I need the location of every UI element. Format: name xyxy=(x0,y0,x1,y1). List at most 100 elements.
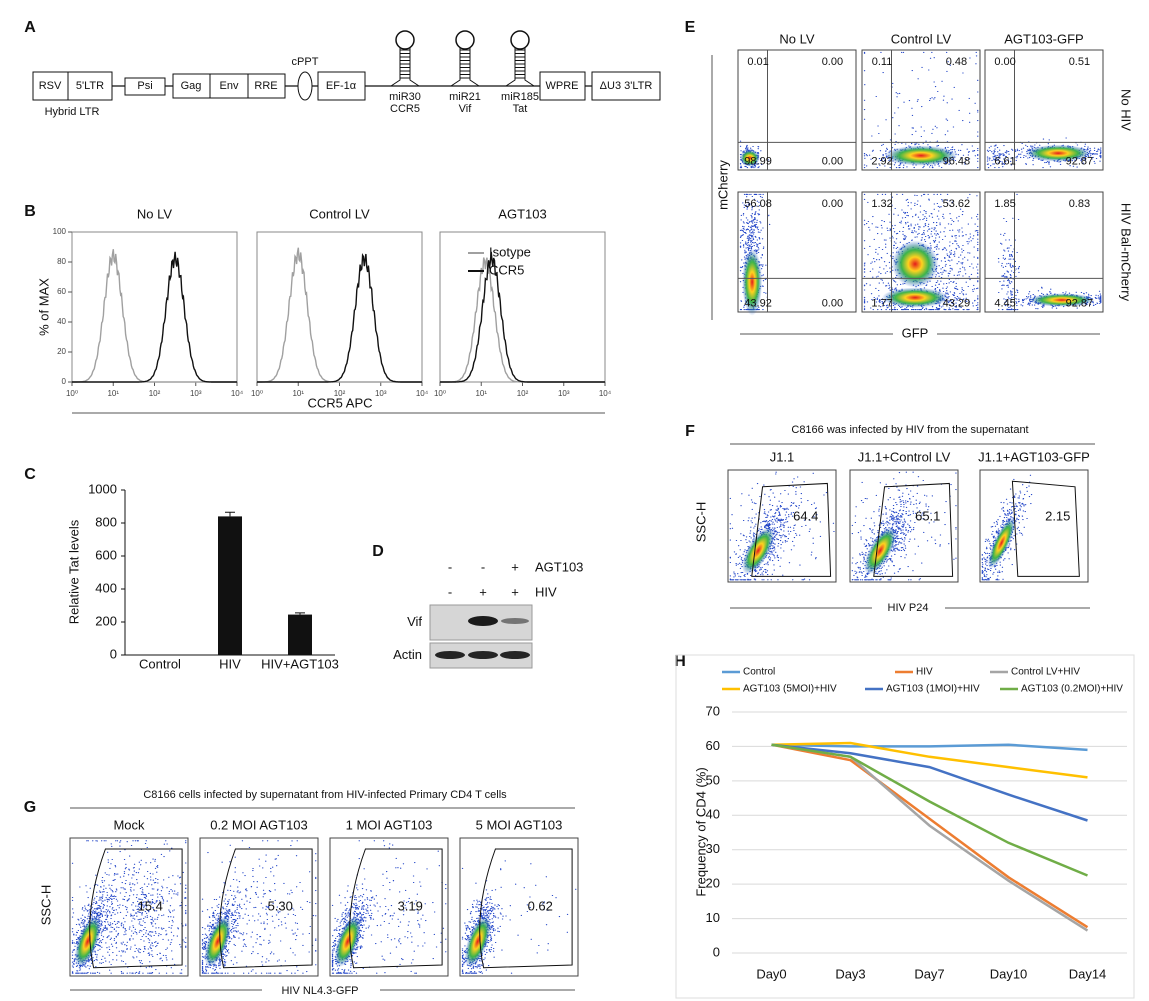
x-tick-label: Day10 xyxy=(990,966,1028,981)
gate xyxy=(873,482,954,577)
series-line xyxy=(771,743,1089,932)
error-bar xyxy=(225,511,235,517)
vector-element xyxy=(209,73,249,99)
vector-element xyxy=(539,71,586,101)
x-tick-label: 10¹ xyxy=(475,389,487,398)
gate xyxy=(349,848,443,969)
histogram-curve xyxy=(72,251,237,383)
legend-label: HIV xyxy=(916,667,933,678)
panel-title: C8166 cells infected by supernatant from… xyxy=(143,789,507,801)
hairpin-stem xyxy=(450,48,480,87)
gate-percent: 2.15 xyxy=(1045,508,1070,523)
x-tick-label: 10³ xyxy=(375,389,387,398)
error-bar xyxy=(295,612,305,615)
treatment-sign: + xyxy=(511,584,519,599)
band-label: Actin xyxy=(393,647,422,662)
y-axis-label: Relative Tat levels xyxy=(66,519,81,624)
series-line xyxy=(771,741,1088,779)
quadrant-percent: 6.61 xyxy=(994,156,1015,168)
flow-frame xyxy=(737,49,857,171)
vector-element xyxy=(247,73,286,99)
vector-label: Tat xyxy=(513,103,528,115)
gate-percent: 3.19 xyxy=(398,898,423,913)
quadrant-percent: 43.29 xyxy=(943,298,971,310)
density-core xyxy=(864,526,897,575)
histogram-curve xyxy=(257,247,422,383)
vector-label: miR185 xyxy=(501,91,539,103)
y-tick-label: 20 xyxy=(706,876,720,891)
quadrant-percent: 92.87 xyxy=(1066,156,1094,168)
quadrant-percent: 0.83 xyxy=(1069,198,1090,210)
row-label: HIV Bal-mCherry xyxy=(1119,203,1134,302)
x-tick-label: 10¹ xyxy=(292,389,304,398)
hairpin-loop xyxy=(455,30,475,50)
quadrant-percent: 92.87 xyxy=(1066,298,1094,310)
density-core xyxy=(1028,293,1095,307)
y-tick-label: 10 xyxy=(706,910,720,925)
x-tick-label: 10⁰ xyxy=(66,389,78,398)
quadrant-percent: 43.92 xyxy=(744,298,772,310)
panel-letter: H xyxy=(674,653,686,670)
x-tick-label: 10³ xyxy=(190,389,202,398)
panel-letter: A xyxy=(24,19,36,36)
x-tick-label: Day0 xyxy=(756,966,786,981)
gate-percent: 0.62 xyxy=(528,898,553,913)
density-core xyxy=(74,915,101,968)
plot-title: AGT103 xyxy=(498,206,546,221)
gate xyxy=(479,848,573,969)
legend-label: AGT103 (5MOI)+HIV xyxy=(743,684,837,695)
series-line xyxy=(771,743,1088,877)
quadrant-percent: 2.92 xyxy=(871,156,892,168)
y-tick-label: 600 xyxy=(95,547,117,562)
quadrant-percent: 1.85 xyxy=(994,198,1015,210)
blot-band xyxy=(501,618,529,624)
vector-label: Vif xyxy=(459,103,473,115)
x-tick-label: Control xyxy=(139,656,181,671)
bar xyxy=(218,516,242,655)
legend-label: AGT103 (1MOI)+HIV xyxy=(886,684,980,695)
density-core xyxy=(1025,144,1092,162)
y-tick-label: 0 xyxy=(110,646,117,661)
quadrant-percent: 1.77 xyxy=(871,298,892,310)
legend-label: Isotype xyxy=(489,244,531,259)
vector-label: RSV xyxy=(39,80,62,92)
y-axis-label: % of MAX xyxy=(36,278,51,336)
column-title: 1 MOI AGT103 xyxy=(346,817,433,832)
gate xyxy=(1011,480,1080,577)
vector-element xyxy=(124,77,166,96)
y-axis-label: SSC-H xyxy=(38,885,53,925)
vector-label: EF-1α xyxy=(326,80,357,92)
legend-label: AGT103 (0.2MOI)+HIV xyxy=(1021,684,1123,695)
density-core xyxy=(882,287,949,308)
legend-label: Control xyxy=(743,667,775,678)
histogram-curve xyxy=(72,249,237,383)
x-tick-label: Day7 xyxy=(914,966,944,981)
x-tick-label: 10⁴ xyxy=(231,389,244,398)
blot-band xyxy=(468,616,498,626)
x-tick-label: Day14 xyxy=(1069,966,1107,981)
vector-label: miR30 xyxy=(389,91,421,103)
vector-label: ΔU3 3'LTR xyxy=(600,80,653,92)
panel-letter: E xyxy=(685,19,696,36)
column-title: Mock xyxy=(113,817,145,832)
legend-label: CCR5 xyxy=(489,262,524,277)
y-axis-label: SSC-H xyxy=(693,502,708,542)
density-core xyxy=(204,915,231,968)
gate xyxy=(751,482,832,577)
plot-title: No LV xyxy=(137,206,172,221)
y-tick-label: 60 xyxy=(706,738,720,753)
quadrant-percent: 53.62 xyxy=(943,198,971,210)
quadrant-percent: 1.32 xyxy=(871,198,892,210)
y-tick-label: 70 xyxy=(706,703,720,718)
quadrant-percent: 0.48 xyxy=(946,56,967,68)
column-title: J1.1 xyxy=(770,449,795,464)
quadrant-percent: 96.48 xyxy=(943,156,971,168)
vector-label: 5'LTR xyxy=(76,80,104,92)
gate-percent: 5.30 xyxy=(268,898,293,913)
band-label: Vif xyxy=(407,614,422,629)
x-tick-label: 10² xyxy=(517,389,529,398)
vector-label: Env xyxy=(220,80,239,92)
row-label: No HIV xyxy=(1119,89,1134,131)
quadrant-percent: 0.51 xyxy=(1069,56,1090,68)
x-tick-label: 10² xyxy=(149,389,161,398)
